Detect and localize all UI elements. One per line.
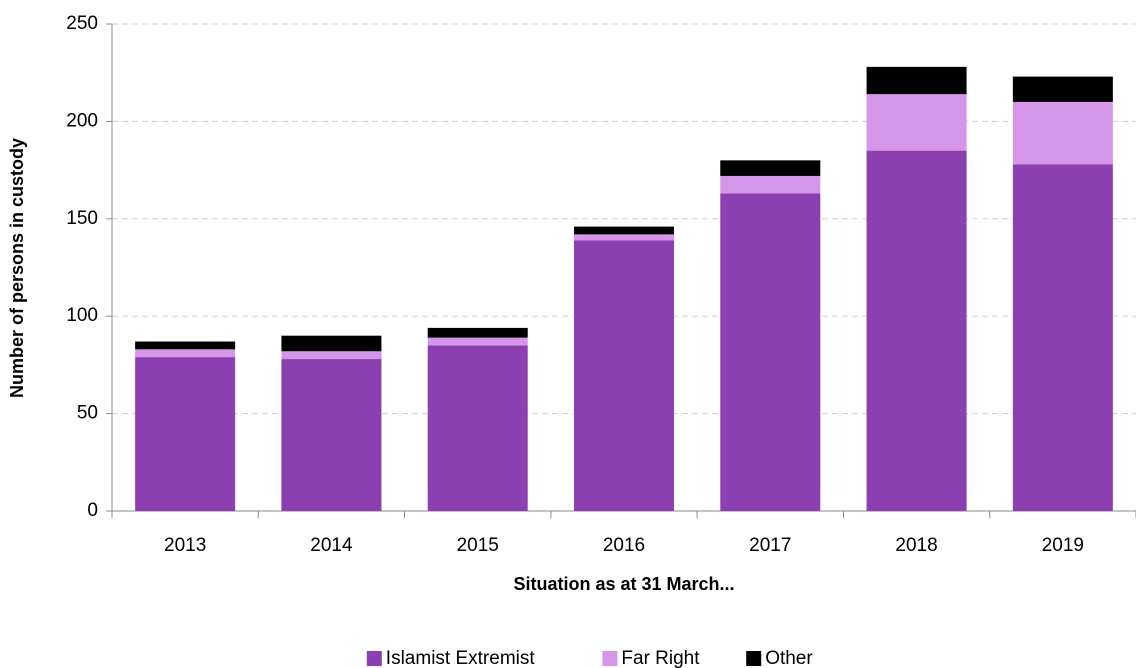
x-axis-title: Situation as at 31 March...: [513, 574, 734, 594]
bar-segment: [281, 335, 382, 352]
x-tick-label: 2014: [310, 535, 353, 556]
bar-segment: [574, 226, 674, 235]
y-tick-label: 150: [66, 208, 98, 229]
y-tick-label: 100: [66, 305, 98, 326]
x-tick-label: 2015: [457, 535, 499, 556]
bar-segment: [574, 234, 674, 241]
legend-swatch: [366, 651, 382, 666]
bar-segment: [281, 351, 382, 360]
bar-segment: [1012, 101, 1113, 165]
y-tick-label: 200: [66, 110, 98, 131]
bar-segment: [281, 359, 382, 511]
bar-segment: [720, 160, 821, 176]
y-axis-title: Number of persons in custody: [7, 138, 27, 398]
y-tick-label: 0: [87, 500, 98, 521]
legend-label: Far Right: [621, 648, 700, 668]
y-tick-label: 50: [77, 403, 98, 424]
x-tick-label: 2013: [164, 535, 206, 556]
bar-segment: [1012, 164, 1113, 512]
legend-label: Islamist Extremist: [386, 648, 536, 668]
x-tick-label: 2019: [1042, 535, 1084, 556]
bar-segment: [135, 341, 236, 350]
bar-segment: [720, 193, 821, 511]
bar-segment: [866, 94, 967, 151]
bar-segment: [720, 175, 821, 194]
x-tick-label: 2017: [749, 535, 791, 556]
y-tick-label: 250: [66, 13, 98, 34]
x-tick-label: 2018: [895, 535, 937, 556]
bar-segment: [135, 357, 236, 511]
bar-segment: [427, 345, 528, 511]
bar-segment: [427, 327, 528, 338]
legend-label: Other: [765, 648, 813, 668]
bar-segment: [135, 349, 236, 358]
bar-segment: [866, 66, 967, 95]
legend-swatch: [602, 651, 618, 666]
bar-segment: [866, 150, 967, 511]
legend-swatch: [746, 651, 762, 666]
bar-segment: [574, 240, 674, 511]
x-tick-label: 2016: [603, 535, 645, 556]
bar-segment: [427, 337, 528, 346]
bar-segment: [1012, 76, 1113, 102]
